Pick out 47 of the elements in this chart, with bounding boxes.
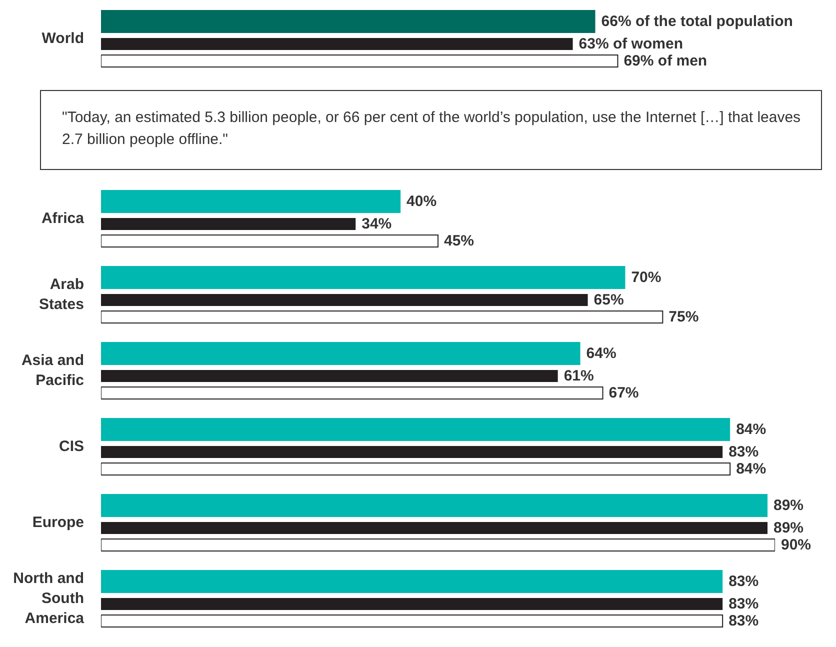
data-label: 34% [362, 216, 392, 232]
data-label: 67% [608, 384, 639, 402]
bar [101, 218, 356, 230]
bar [101, 234, 438, 248]
data-label: 63% of women [578, 36, 683, 52]
bar [101, 294, 588, 306]
bar [101, 598, 723, 610]
y-tick-label: Africa [41, 210, 85, 227]
y-tick-label: Europe [32, 514, 84, 531]
bar [101, 538, 775, 552]
data-label: 65% [594, 292, 624, 308]
data-label: 61% [564, 368, 594, 384]
data-label: 84% [736, 421, 766, 438]
bar [101, 462, 731, 476]
bar [101, 614, 724, 628]
bar [101, 370, 558, 382]
bar [101, 310, 664, 324]
bar [101, 570, 723, 593]
data-label: 70% [631, 269, 662, 286]
y-tick-label: Asia and Pacific [21, 352, 84, 389]
y-tick-label: North and South America [13, 570, 85, 627]
bar [101, 418, 730, 441]
bar [101, 522, 768, 534]
data-label: 83% [728, 596, 759, 612]
data-label: 69% of men [624, 52, 708, 70]
data-label: 75% [668, 308, 699, 326]
text: "Today, an estimated 5.3 billion people, or 66 per cent of the world’s population, use the Internet […] that leaves 2.7 billion people offline." [40, 90, 822, 170]
data-label: 40% [406, 193, 437, 210]
data-label: 89% [774, 520, 804, 536]
bar [101, 446, 723, 458]
bar [101, 386, 604, 400]
data-label: 64% [586, 345, 616, 362]
bar [101, 494, 768, 517]
data-label: 89% [774, 497, 804, 514]
data-label: 83% [728, 444, 759, 460]
data-label: 90% [781, 536, 812, 554]
y-tick-label: World [42, 30, 84, 47]
data-label: 66% of the total population [601, 13, 793, 30]
y-tick-label: CIS [58, 438, 84, 455]
bar [101, 266, 626, 289]
bar [101, 190, 401, 213]
bar [101, 342, 580, 365]
y-tick-label: Arab States [38, 276, 84, 313]
data-label: 83% [728, 573, 759, 590]
data-label: 45% [444, 232, 474, 250]
data-label: 83% [728, 612, 759, 630]
data-label: 84% [736, 460, 766, 478]
